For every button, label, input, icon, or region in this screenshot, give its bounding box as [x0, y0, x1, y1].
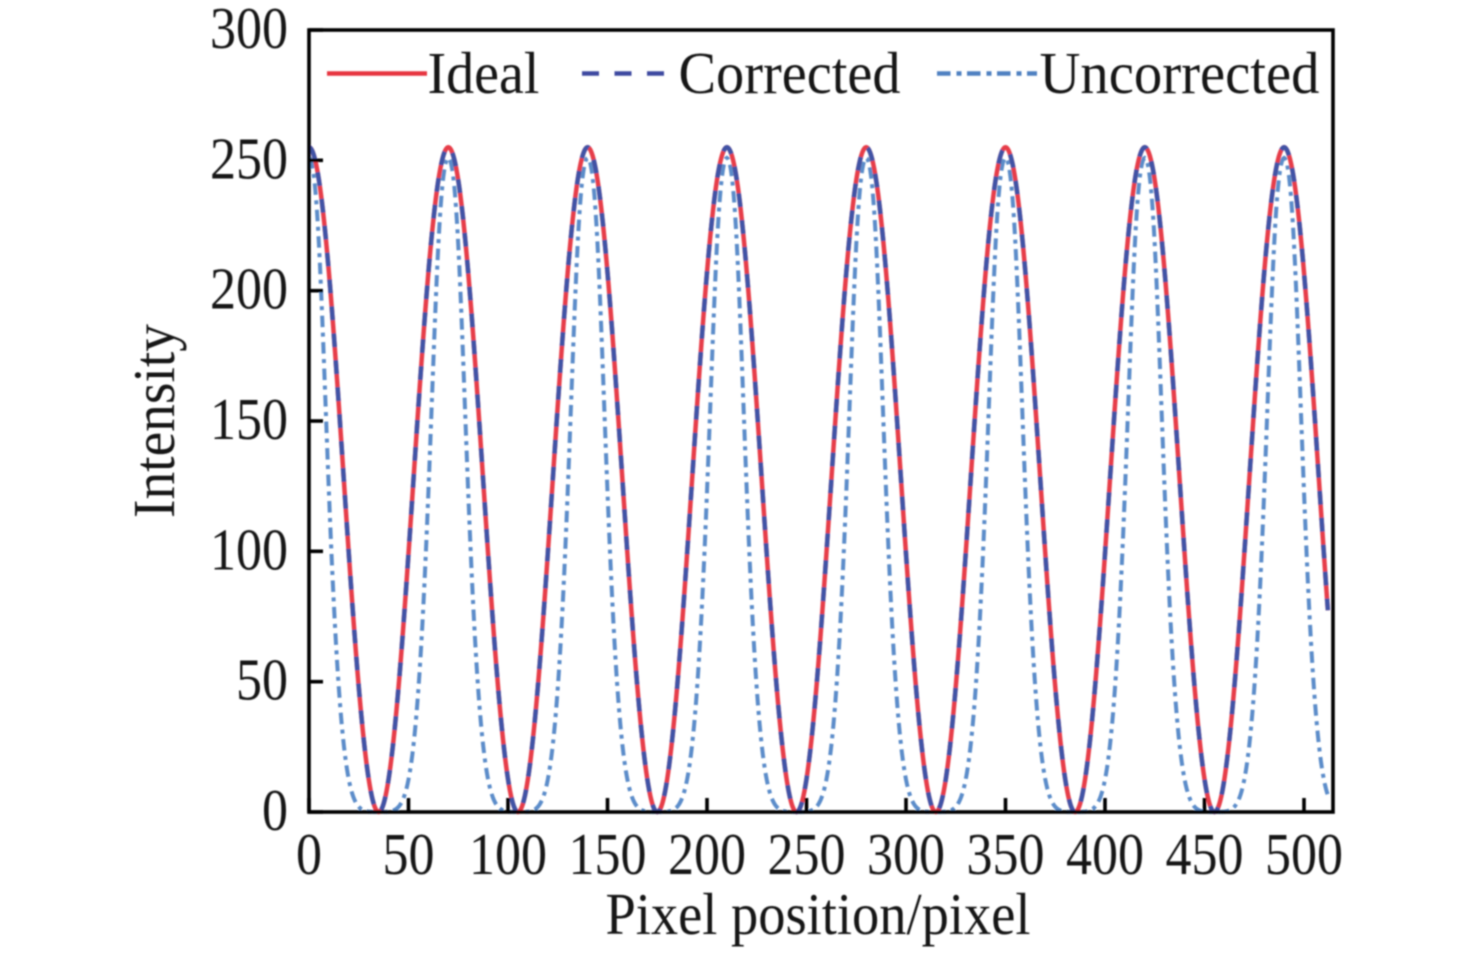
svg-text:Corrected: Corrected [679, 40, 901, 106]
svg-text:100: 100 [210, 516, 288, 582]
svg-text:50: 50 [236, 647, 288, 713]
svg-text:200: 200 [668, 821, 746, 887]
svg-text:Intensity: Intensity [121, 324, 187, 518]
svg-text:400: 400 [1066, 821, 1144, 887]
svg-text:0: 0 [262, 777, 288, 843]
svg-text:Pixel position/pixel: Pixel position/pixel [606, 881, 1031, 947]
svg-text:150: 150 [210, 386, 288, 452]
svg-text:200: 200 [210, 256, 288, 322]
svg-text:100: 100 [469, 821, 547, 887]
svg-text:300: 300 [210, 0, 288, 61]
svg-text:450: 450 [1166, 821, 1244, 887]
svg-text:Ideal: Ideal [428, 40, 540, 106]
svg-text:350: 350 [967, 821, 1045, 887]
svg-text:500: 500 [1265, 821, 1343, 887]
svg-text:250: 250 [210, 125, 288, 191]
svg-text:250: 250 [768, 821, 846, 887]
svg-text:150: 150 [569, 821, 647, 887]
svg-text:50: 50 [383, 821, 435, 887]
svg-text:300: 300 [867, 821, 945, 887]
svg-text:0: 0 [296, 821, 322, 887]
svg-text:Uncorrected: Uncorrected [1040, 40, 1320, 106]
